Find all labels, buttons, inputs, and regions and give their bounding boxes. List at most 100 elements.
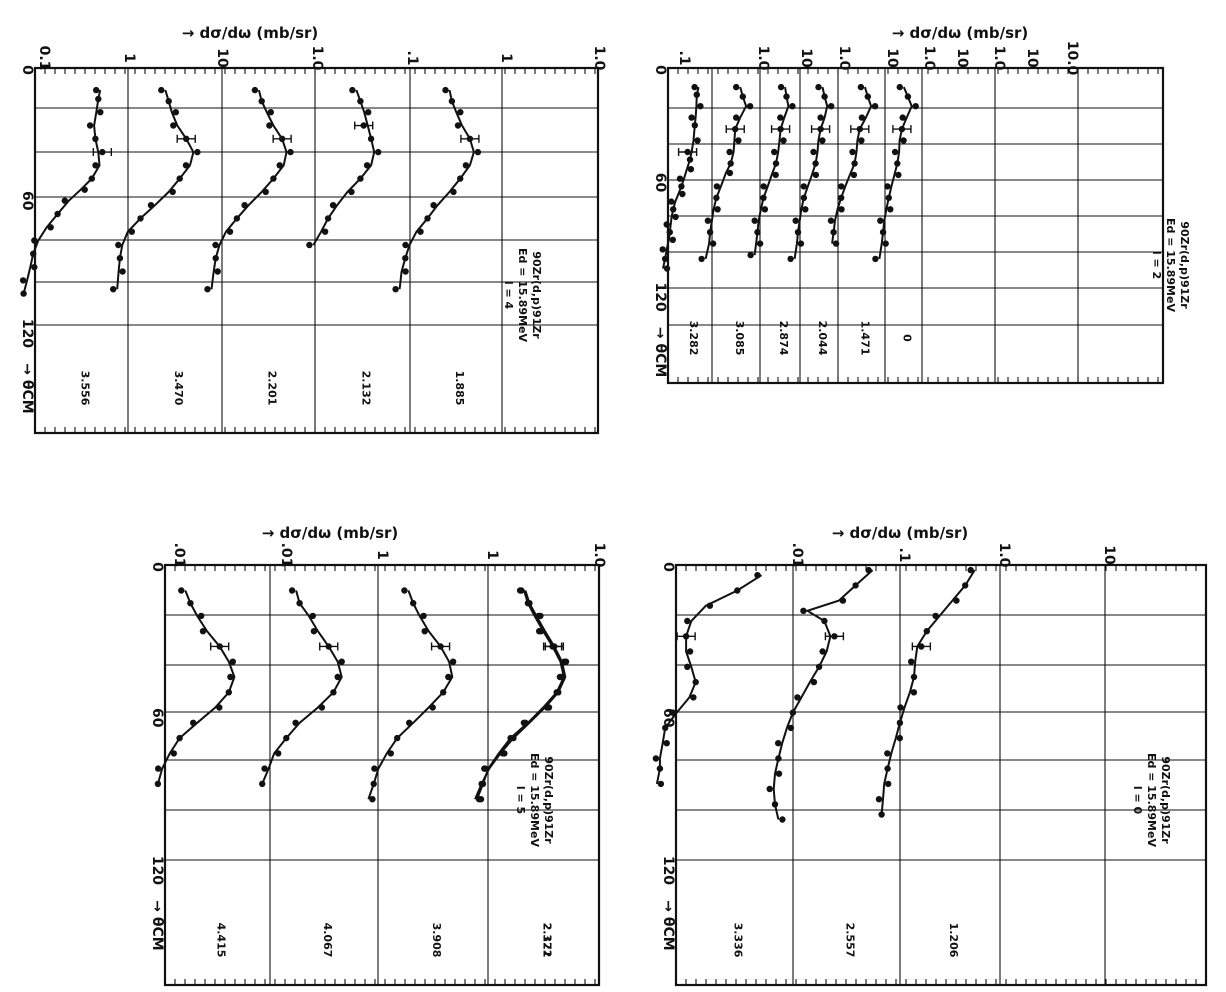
data-point bbox=[713, 183, 721, 190]
angle-tick-label: 0 bbox=[652, 65, 668, 75]
value-tick-label: 10.0 bbox=[1064, 41, 1080, 76]
data-point bbox=[747, 251, 754, 259]
excitation-energy-label: 3.085 bbox=[733, 321, 746, 356]
data-point bbox=[424, 215, 431, 222]
data-point bbox=[709, 240, 717, 247]
data-point bbox=[887, 206, 894, 213]
data-point bbox=[324, 215, 332, 222]
data-point bbox=[229, 658, 236, 665]
data-point bbox=[430, 202, 437, 209]
value-tick-label: 1 bbox=[121, 53, 137, 63]
data-point bbox=[394, 734, 401, 742]
value-tick-label: 1 bbox=[374, 550, 390, 560]
data-point bbox=[369, 796, 376, 803]
excitation-energy-label: 3.908 bbox=[430, 923, 443, 958]
data-point bbox=[815, 663, 823, 670]
data-point bbox=[766, 785, 773, 793]
data-point bbox=[270, 175, 277, 182]
data-point bbox=[838, 194, 845, 201]
data-point bbox=[904, 93, 912, 100]
data-point bbox=[669, 236, 676, 243]
data-point bbox=[858, 114, 866, 121]
data-point bbox=[259, 780, 266, 788]
data-point bbox=[86, 122, 94, 129]
data-point bbox=[392, 286, 399, 293]
data-point bbox=[802, 206, 809, 213]
data-point bbox=[288, 587, 296, 594]
data-point bbox=[895, 171, 902, 179]
data-point bbox=[693, 91, 700, 98]
series-2-557: 2.557 bbox=[766, 566, 874, 957]
data-point bbox=[115, 241, 122, 249]
beam-energy-label: Ed = 15.89MeV bbox=[1145, 753, 1158, 847]
data-point bbox=[694, 137, 701, 144]
data-point bbox=[754, 229, 761, 236]
data-point bbox=[688, 114, 695, 121]
fit-curve bbox=[772, 569, 874, 820]
value-tick-label: 10 bbox=[1024, 48, 1040, 68]
data-point bbox=[733, 114, 740, 121]
data-point bbox=[679, 190, 686, 198]
data-point bbox=[812, 160, 819, 167]
data-point bbox=[194, 148, 201, 156]
data-point bbox=[896, 734, 903, 742]
data-point bbox=[445, 673, 452, 681]
data-point bbox=[697, 103, 704, 110]
orbital-l-label: l = 0 bbox=[1131, 786, 1144, 815]
data-point bbox=[885, 194, 892, 201]
data-point bbox=[93, 86, 100, 94]
data-point bbox=[851, 160, 858, 167]
excitation-energy-label: 4.415 bbox=[215, 923, 228, 958]
series-0: 0 bbox=[872, 83, 919, 342]
data-point bbox=[884, 750, 891, 757]
data-point bbox=[518, 587, 525, 594]
data-point bbox=[666, 229, 673, 236]
data-point bbox=[31, 263, 38, 271]
value-tick-label: .1 bbox=[896, 547, 912, 562]
beam-energy-label: Ed = 15.89MeV bbox=[1164, 218, 1177, 312]
data-point bbox=[884, 765, 891, 772]
data-point bbox=[170, 750, 177, 757]
data-point bbox=[865, 566, 872, 574]
data-point bbox=[348, 188, 355, 196]
series-3-908: 3.908 bbox=[367, 587, 457, 958]
data-point bbox=[375, 148, 382, 156]
value-tick-label: 1.0 bbox=[309, 46, 325, 71]
data-point bbox=[454, 122, 462, 129]
data-point bbox=[275, 750, 282, 757]
data-point bbox=[262, 188, 269, 196]
data-point bbox=[537, 612, 544, 620]
value-tick-label: .1 bbox=[676, 50, 692, 65]
data-point bbox=[687, 166, 695, 173]
data-point bbox=[334, 673, 341, 681]
data-point bbox=[894, 160, 901, 167]
series-3-470: 3.470 bbox=[110, 86, 201, 406]
data-point bbox=[656, 765, 664, 772]
data-point bbox=[726, 148, 733, 156]
data-point bbox=[884, 183, 891, 190]
fit-curve bbox=[22, 89, 102, 294]
excitation-energy-label: 1.471 bbox=[859, 321, 872, 356]
fit-curve bbox=[261, 590, 343, 785]
data-point bbox=[794, 694, 801, 701]
y-axis-label: → dσ/dω (mb/sr) bbox=[262, 524, 399, 542]
data-point bbox=[227, 673, 234, 681]
data-point bbox=[777, 83, 785, 91]
excitation-energy-label: 1.885 bbox=[453, 371, 466, 406]
series-2-044: 2.044 bbox=[787, 83, 835, 356]
data-point bbox=[420, 612, 427, 620]
data-point bbox=[410, 600, 417, 607]
data-point bbox=[789, 709, 797, 716]
data-point bbox=[857, 83, 865, 91]
data-point bbox=[698, 255, 705, 263]
panel-frame bbox=[33, 66, 600, 435]
excitation-energy-label: 3.470 bbox=[172, 371, 185, 406]
value-tick-label: 1 bbox=[484, 550, 500, 560]
series-3-556: 3.556 bbox=[19, 86, 113, 406]
data-point bbox=[478, 780, 485, 788]
data-point bbox=[754, 572, 761, 579]
